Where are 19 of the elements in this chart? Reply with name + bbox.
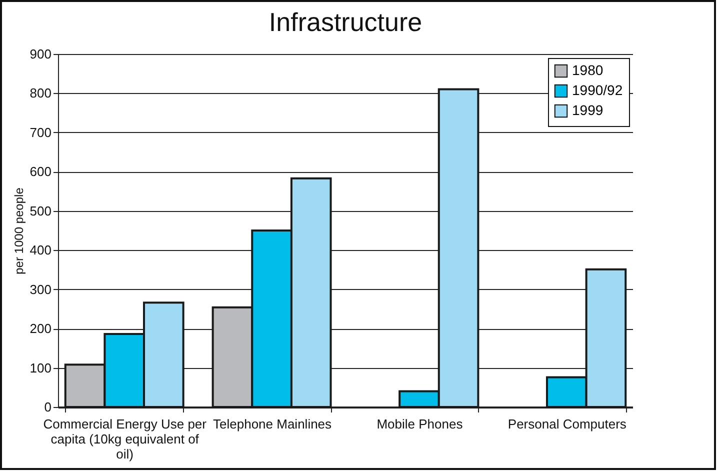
y-tick-label: 600 (30, 164, 52, 180)
y-tick-label: 200 (30, 321, 52, 336)
y-axis-title: per 1000 people (12, 187, 26, 274)
y-tick-label: 700 (30, 124, 52, 140)
y-tick-label: 0 (44, 400, 52, 414)
y-tick-label: 900 (30, 46, 52, 62)
y-tick-label: 500 (30, 203, 52, 218)
legend-label: 1990/92 (572, 82, 623, 98)
y-tick-label: 100 (30, 360, 52, 376)
x-tick-label: Telephone Mainlines (213, 416, 332, 432)
x-tick-label: Personal Computers (508, 416, 627, 432)
y-tick-label: 400 (30, 242, 52, 258)
y-tick-label: 800 (30, 86, 52, 101)
y-tick-label: 300 (30, 282, 52, 297)
legend-label: 1999 (572, 102, 604, 118)
x-tick-label: Mobile Phones (376, 416, 464, 432)
chart-title: Infrastructure (268, 7, 422, 37)
x-tick-label: Commercial Energy Use per capita (10kg equivalent of oil) (43, 416, 208, 462)
legend-label: 1980 (572, 62, 604, 78)
